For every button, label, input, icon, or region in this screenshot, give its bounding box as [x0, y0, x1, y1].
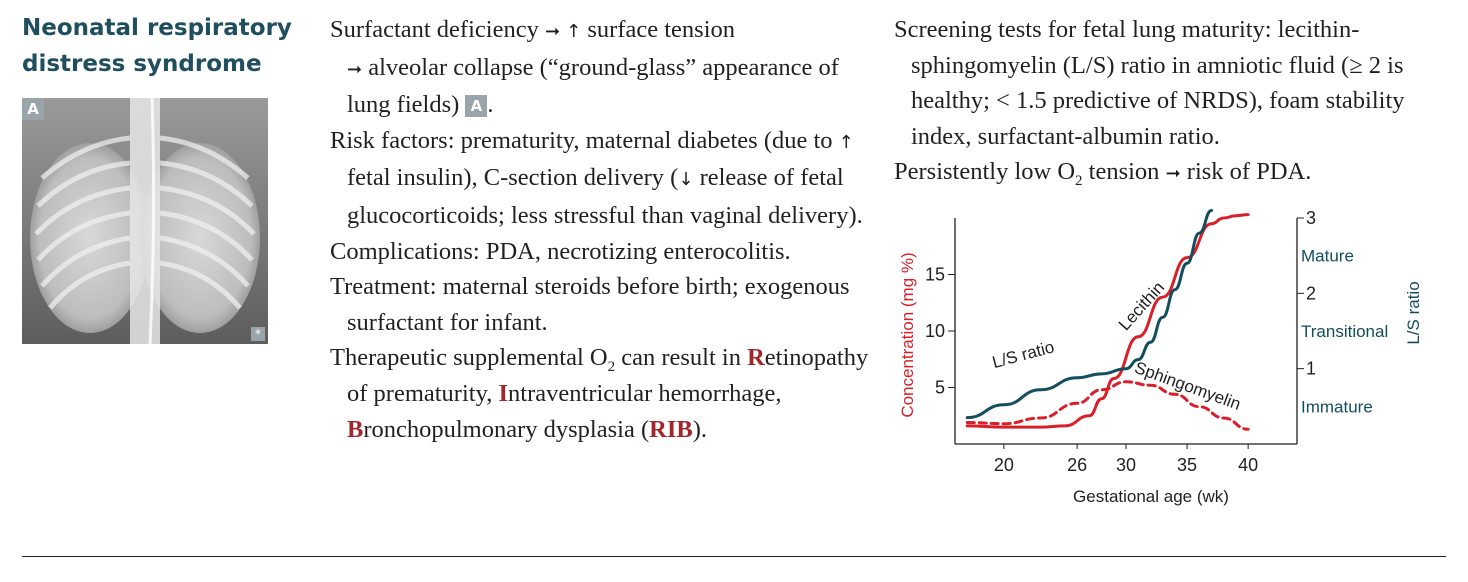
- topic-title-line2: distress syndrome: [22, 51, 262, 77]
- subscript: 2: [607, 359, 616, 376]
- y-left-tick-label: 5: [935, 378, 945, 398]
- text-span: ronchopulmonary dysplasia (: [363, 415, 650, 443]
- x-axis-label: Gestational age (wk): [1073, 487, 1229, 506]
- xray-drawing: [22, 98, 268, 344]
- text-span: ntraventricular hemorrhage,: [508, 379, 782, 407]
- text-span: fetal insulin), C-section delivery (: [347, 164, 679, 192]
- x-tick-label: 40: [1238, 455, 1258, 475]
- mnemonic-acronym: RIB: [649, 415, 693, 443]
- text-span: .: [487, 91, 494, 119]
- mnemonic-letter: R: [747, 344, 765, 372]
- zone-label-transitional: Transitional: [1301, 322, 1388, 341]
- surfactant-paragraph: Surfactant deficiency ➞ ↑ surface tensio…: [330, 12, 875, 123]
- y-right-tick-label: 1: [1306, 359, 1316, 379]
- y-right-tick-label: 3: [1306, 208, 1316, 228]
- arrow-down-icon: ↓: [678, 169, 694, 191]
- image-mark-badge: *: [251, 327, 265, 341]
- x-tick-label: 35: [1177, 455, 1197, 475]
- text-span: risk of PDA.: [1186, 158, 1312, 186]
- text-span: release of fetal glucocorticoids; less s…: [347, 164, 863, 229]
- annotation-lecithin: Lecithin: [1115, 278, 1168, 334]
- text-span: tension: [1082, 158, 1160, 186]
- treatment-paragraph: Treatment: maternal steroids before birt…: [330, 273, 850, 336]
- text-span: surface tension: [587, 16, 736, 43]
- topic-title-line1: Neonatal respiratory: [22, 15, 292, 41]
- mnemonic-letter: I: [498, 379, 509, 407]
- complications-paragraph: Complications: PDA, necrotizing enteroco…: [330, 237, 791, 265]
- chart-ticks: 20 26 30 35 40 5 10 15 1 2 3: [925, 208, 1316, 475]
- y-axis-left-label: Concentration (mg %): [898, 252, 917, 417]
- ls-ratio-chart: 20 26 30 35 40 5 10 15 1 2 3 Concentration (mg %) …: [895, 202, 1440, 519]
- x-tick-label: 20: [994, 455, 1014, 475]
- text-span: Risk factors: prematurity, maternal diab…: [330, 126, 833, 154]
- x-tick-label: 30: [1116, 455, 1136, 475]
- text-span: can result in: [615, 344, 748, 372]
- annotation-ls-ratio: L/S ratio: [990, 337, 1056, 372]
- zone-label-immature: Immature: [1301, 397, 1373, 416]
- mechanism-column: Surfactant deficiency ➞ ↑ surface tensio…: [330, 12, 875, 447]
- series-line-lecithin: [965, 213, 1250, 429]
- pda-paragraph: Persistently low O2 tension ➞ risk of PD…: [894, 154, 1454, 192]
- mnemonic-letter: B: [347, 415, 364, 443]
- screening-column: Screening tests for fetal lung maturity:…: [894, 12, 1454, 192]
- subscript: 2: [1075, 173, 1083, 190]
- text-span: Therapeutic supplemental O: [330, 344, 608, 372]
- arrow-right-icon: ➞: [1165, 163, 1181, 185]
- series-line-sphingomyelin: [965, 380, 1250, 431]
- bottom-divider: [22, 556, 1446, 557]
- arrow-up-icon: ↑: [838, 131, 854, 153]
- y-right-tick-label: 2: [1306, 283, 1316, 303]
- text-span: alveolar collapse (“ground-glass” appear…: [347, 53, 839, 119]
- text-span: Surfactant deficiency: [330, 16, 539, 43]
- text-span: Persistently low O: [894, 158, 1076, 186]
- image-label-badge: A: [22, 98, 44, 120]
- screening-paragraph: Screening tests for fetal lung maturity:…: [894, 16, 1405, 150]
- text-span: etinopathy of prematurity,: [347, 344, 869, 407]
- chart-series: [965, 209, 1250, 431]
- arrow-right-icon: ➞: [347, 58, 363, 80]
- arrow-up-icon: ↑: [566, 21, 582, 42]
- zone-label-mature: Mature: [1301, 247, 1354, 266]
- y-left-tick-label: 15: [925, 265, 945, 285]
- oxygen-paragraph: Therapeutic supplemental O2 can result i…: [330, 340, 875, 447]
- chest-xray-image: A *: [22, 98, 268, 344]
- topic-title: Neonatal respiratory distress syndrome: [22, 10, 312, 82]
- image-ref-badge: A: [465, 95, 488, 118]
- text-span: ).: [692, 415, 707, 443]
- risk-factors-paragraph: Risk factors: prematurity, maternal diab…: [330, 123, 875, 234]
- arrow-right-icon: ➞: [544, 21, 561, 42]
- x-tick-label: 26: [1067, 455, 1087, 475]
- y-left-tick-label: 10: [925, 321, 945, 341]
- y-axis-right-label: L/S ratio: [1404, 281, 1423, 344]
- series-line-l-s-ratio: [965, 209, 1213, 420]
